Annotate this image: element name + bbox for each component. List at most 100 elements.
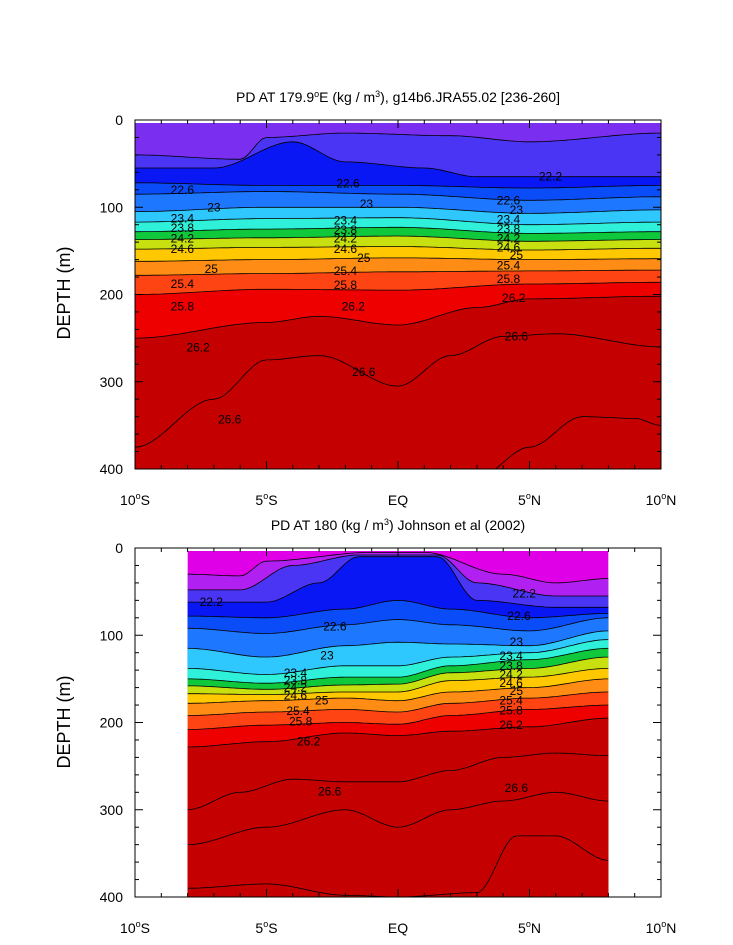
contour-line-25.4 <box>187 691 609 716</box>
contour-label: 23.4 <box>499 649 523 663</box>
contour-line-27 <box>187 835 609 897</box>
x-tick-label: 10oS <box>120 491 150 508</box>
contour-label: 26.6 <box>505 781 529 795</box>
contour-line-25.4 <box>135 269 661 276</box>
contour-label: 23 <box>360 197 374 211</box>
y-tick-label: 0 <box>115 540 123 556</box>
y-tick-label: 100 <box>100 627 124 643</box>
contour-band-26.6 <box>135 333 661 469</box>
contour-label: 25.8 <box>497 272 521 286</box>
contour-label: 25 <box>205 262 219 276</box>
contour-line-25.8 <box>187 704 609 730</box>
contour-label: 23.8 <box>497 222 521 236</box>
contour-line-22.6 <box>187 617 609 634</box>
contour-label: 22.6 <box>336 177 360 191</box>
contour-label: 22.6 <box>507 609 531 623</box>
contour-label: 24.2 <box>499 668 523 682</box>
contour-label: 25.4 <box>286 704 310 718</box>
contour-label: 22.2 <box>539 170 563 184</box>
y-tick-label: 400 <box>100 461 124 477</box>
contour-label: 23.4 <box>171 212 195 226</box>
y-tick-label: 400 <box>100 889 124 905</box>
contour-label: 23.4 <box>284 666 308 680</box>
contour-line-22.2 <box>187 556 609 608</box>
contour-label: 23.8 <box>334 223 358 237</box>
contour-label: 26.2 <box>502 291 526 305</box>
contour-label: 26.6 <box>505 329 529 343</box>
contour-fills <box>135 123 661 469</box>
contour-label: 23.8 <box>171 221 195 235</box>
top-panel-y-axis-label: DEPTH (m) <box>54 247 74 340</box>
contour-line-23.8 <box>135 226 661 234</box>
contour-label: 25 <box>315 694 329 708</box>
contour-line-25.8 <box>135 281 661 295</box>
contour-label: 22.6 <box>171 183 195 197</box>
contour-line-22 <box>135 132 661 160</box>
contour-line-23.4 <box>135 217 661 226</box>
contour-label: 26.6 <box>318 784 342 798</box>
y-tick-label: 0 <box>115 112 123 128</box>
x-tick-label: 5oS <box>255 919 277 936</box>
contour-label: 25.8 <box>289 715 313 729</box>
contour-label: 25.4 <box>171 277 195 291</box>
x-tick-label: EQ <box>388 492 408 508</box>
contour-label: 24.2 <box>171 232 195 246</box>
x-tick-label: EQ <box>388 920 408 936</box>
contour-label: 22.2 <box>513 586 537 600</box>
contour-label: 23 <box>207 200 221 214</box>
bottom-panel-title: PD AT 180 (kg / m3) Johnson et al (2002) <box>271 517 525 533</box>
contour-label: 23.8 <box>499 659 523 673</box>
contour-label: 26.2 <box>186 341 210 355</box>
contour-label: 23 <box>510 635 524 649</box>
contour-line-22.4 <box>187 599 609 619</box>
contour-label: 25.4 <box>334 264 358 278</box>
bottom-panel: PD AT 180 (kg / m3) Johnson et al (2002)… <box>54 517 676 936</box>
y-tick-label: 300 <box>100 802 124 818</box>
contour-label: 25.8 <box>171 300 195 314</box>
contour-line-22.2 <box>135 141 661 178</box>
contour-label: 26.2 <box>499 718 523 732</box>
x-tick-label: 5oN <box>518 919 541 936</box>
contour-label: 24.6 <box>171 242 195 256</box>
bottom-panel-y-axis-label: DEPTH (m) <box>54 676 74 769</box>
contour-line-25 <box>187 678 609 704</box>
x-tick-label: 5oS <box>255 491 277 508</box>
contour-label: 25 <box>510 684 524 698</box>
x-tick-label: 5oN <box>518 491 541 508</box>
contour-line-24.2 <box>187 656 609 690</box>
x-tick-label: 10oS <box>120 919 150 936</box>
contour-label: 24.2 <box>334 232 358 246</box>
contour-label: 24.6 <box>499 676 523 690</box>
contour-fills <box>187 551 609 897</box>
contour-line-26.8 <box>187 791 609 845</box>
contour-label: 22.6 <box>497 193 521 207</box>
contour-label: 23.4 <box>497 212 521 226</box>
contour-label: 26.6 <box>218 412 242 426</box>
top-panel-title: PD AT 179.9oE (kg / m3), g14b6.JRA55.02 … <box>236 89 560 105</box>
contour-label: 26.6 <box>352 365 376 379</box>
contour-label: 23 <box>510 203 524 217</box>
contour-label: 25.4 <box>499 694 523 708</box>
contour-label: 23.4 <box>334 213 358 227</box>
contour-band-26.8 <box>495 416 661 469</box>
top-panel: PD AT 179.9oE (kg / m3), g14b6.JRA55.02 … <box>54 89 676 508</box>
contour-label: 26.2 <box>297 735 321 749</box>
contour-label: 23.8 <box>284 674 308 688</box>
x-tick-label: 10oN <box>646 919 677 936</box>
contour-line-26.6 <box>135 333 661 448</box>
contour-line-26.2 <box>135 295 661 339</box>
contour-label: 24.6 <box>284 688 308 702</box>
contour-label: 22.2 <box>200 595 224 609</box>
contour-line-24.2 <box>135 235 661 242</box>
contour-label: 25.4 <box>497 259 521 273</box>
contour-label: 24.6 <box>334 242 358 256</box>
contour-line-23 <box>187 630 609 658</box>
contour-line-25 <box>135 257 661 262</box>
contour-label: 24.2 <box>497 232 521 246</box>
contour-line-26.6 <box>187 752 609 811</box>
contour-label: 25 <box>510 248 524 262</box>
contour-label: 24.6 <box>497 240 521 254</box>
